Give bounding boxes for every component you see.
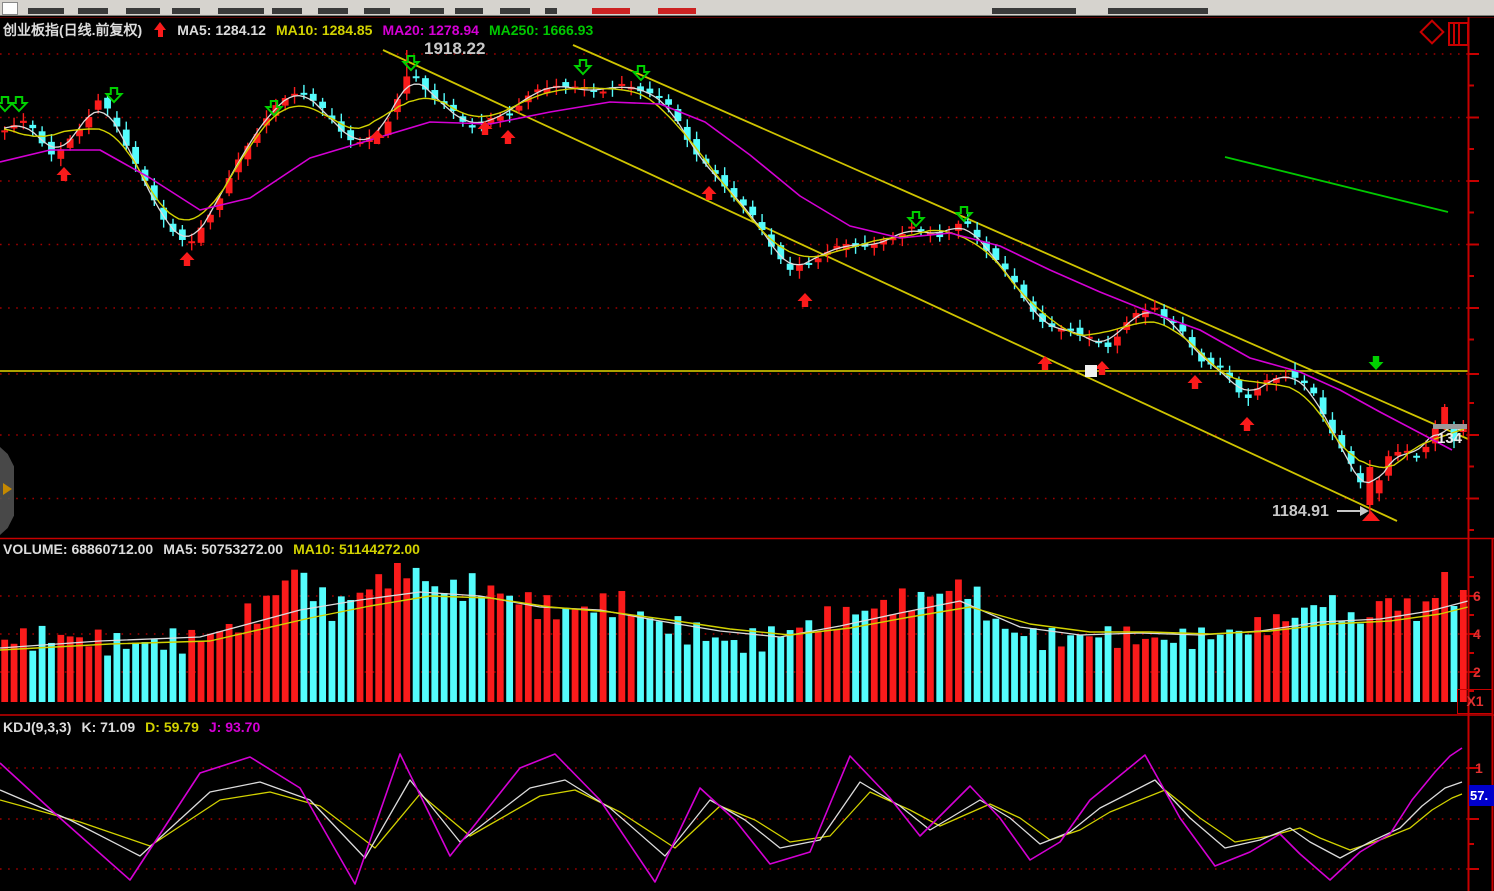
buy-signal-arrow xyxy=(1239,417,1255,431)
buy-signal-arrow xyxy=(477,121,493,135)
up-arrow-icon xyxy=(154,22,167,37)
menu-item-fragment[interactable] xyxy=(78,8,108,14)
ma10-value[interactable]: MA10: 1284.85 xyxy=(275,22,373,38)
kdj-header: KDJ(9,3,3) K: 71.09 D: 59.79 J: 93.70 xyxy=(3,719,270,735)
high-price-annotation: 1918.22 xyxy=(424,39,486,58)
menu-item-fragment[interactable] xyxy=(318,8,348,14)
low-price-annotation: 1184.91 xyxy=(1272,503,1329,520)
sell-signal-arrow-solid xyxy=(1368,356,1384,370)
volume-header: VOLUME: 68860712.00 MA5: 50753272.00 MA10:… xyxy=(3,541,430,557)
panel-separators xyxy=(0,537,1494,716)
chart-top-border xyxy=(0,17,1494,18)
signal-markers xyxy=(0,55,1384,431)
volume-ma-lines xyxy=(0,591,1469,651)
main-chart-header: 创业板指(日线.前复权) MA5: 1284.12 MA10: 1284.85 MA2… xyxy=(3,20,603,40)
sidebar-expand-handle[interactable] xyxy=(0,447,14,535)
low-annotation-arrow xyxy=(1337,506,1380,521)
menu-item-fragment[interactable] xyxy=(592,8,630,14)
trend-channel xyxy=(382,44,1469,522)
buy-signal-arrow xyxy=(797,293,813,307)
menu-item-fragment[interactable] xyxy=(28,8,64,14)
sell-signal-arrow xyxy=(104,87,124,104)
menu-item-fragment[interactable] xyxy=(172,8,200,14)
menu-item-fragment[interactable] xyxy=(545,8,557,14)
gridlines xyxy=(0,53,1468,870)
menu-item-fragment[interactable] xyxy=(410,8,444,14)
ma5-value[interactable]: MA5: 1284.12 xyxy=(177,22,266,38)
diamond-tool-icon[interactable] xyxy=(1419,19,1445,45)
kdj-d-value[interactable]: D: 59.79 xyxy=(145,719,199,735)
last-price-label: 134 xyxy=(1437,430,1463,447)
sell-signal-arrow xyxy=(954,206,974,223)
sell-signal-arrow xyxy=(0,96,15,113)
buy-signal-arrow xyxy=(1037,356,1053,370)
menubar xyxy=(0,0,1494,16)
kdj-j-value[interactable]: J: 93.70 xyxy=(208,719,261,735)
menu-item-fragment[interactable] xyxy=(455,8,483,14)
candlesticks xyxy=(1,50,1467,516)
menu-item-fragment[interactable] xyxy=(500,8,530,14)
last-price-bar xyxy=(1433,424,1467,429)
menu-item-fragment[interactable] xyxy=(1108,8,1208,14)
volume-scale-badge: X1 xyxy=(1457,689,1493,714)
kdj-lines xyxy=(0,747,1463,885)
volume-axis-label-2: 2 xyxy=(1473,664,1481,680)
window-icon[interactable] xyxy=(2,2,18,15)
buy-signal-arrow xyxy=(369,130,385,144)
menu-item-fragment[interactable] xyxy=(658,8,696,14)
split-panes-icon[interactable] xyxy=(1448,22,1469,46)
sell-signal-arrow xyxy=(401,55,421,72)
menu-item-fragment[interactable] xyxy=(126,8,160,14)
menubar-divider xyxy=(0,15,1494,16)
ma20-value[interactable]: MA20: 1278.94 xyxy=(382,22,479,38)
volume-axis-label-6: 6 xyxy=(1473,588,1481,604)
volume-bars xyxy=(1,563,1467,702)
buy-signal-arrow xyxy=(1094,361,1110,375)
ma250-value[interactable]: MA250: 1666.93 xyxy=(488,22,594,38)
menu-item-fragment[interactable] xyxy=(218,8,264,14)
volume-value[interactable]: VOLUME: 68860712.00 xyxy=(3,541,154,557)
menu-item-fragment[interactable] xyxy=(992,8,1076,14)
sell-signal-arrow xyxy=(9,96,29,113)
sell-signal-arrow xyxy=(573,59,593,76)
expand-arrow-icon xyxy=(3,483,12,495)
buy-signal-arrow xyxy=(1187,375,1203,389)
menu-item-fragment[interactable] xyxy=(364,8,390,14)
kdj-params[interactable]: KDJ(9,3,3) xyxy=(3,719,72,735)
kdj-axis-label: 1 xyxy=(1475,760,1483,776)
symbol-title[interactable]: 创业板指(日线.前复权) xyxy=(3,22,143,38)
volume-axis-label-4: 4 xyxy=(1473,626,1481,642)
buy-signal-arrow xyxy=(179,252,195,266)
ma250-line xyxy=(1224,156,1449,213)
white-square-marker xyxy=(1085,365,1097,377)
buy-signal-arrow xyxy=(500,130,516,144)
moving-averages xyxy=(0,83,1465,484)
kdj-value-badge: 57. xyxy=(1469,785,1494,806)
menu-item-fragment[interactable] xyxy=(272,8,302,14)
sell-signal-arrow xyxy=(631,65,651,82)
buy-signal-arrow xyxy=(701,186,717,200)
sell-signal-arrow xyxy=(906,211,926,228)
buy-signal-arrow xyxy=(56,167,72,181)
volume-ma5-value[interactable]: MA5: 50753272.00 xyxy=(163,541,284,557)
sell-signal-arrow xyxy=(264,100,284,117)
volume-ma10-value[interactable]: MA10: 51144272.00 xyxy=(293,541,420,557)
kdj-k-value[interactable]: K: 71.09 xyxy=(81,719,136,735)
